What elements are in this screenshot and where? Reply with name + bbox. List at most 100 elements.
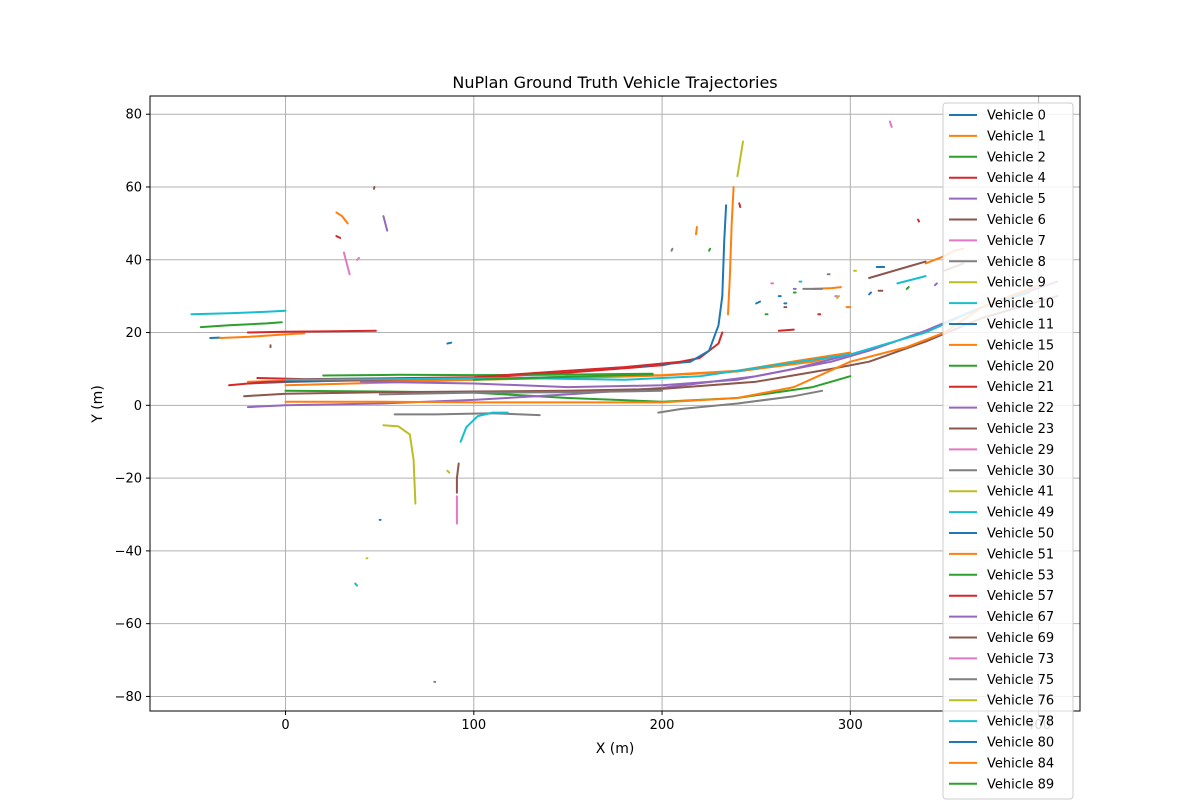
series-vehicle-24 xyxy=(359,353,852,389)
trajectory-line xyxy=(359,353,852,389)
legend-label: Vehicle 89 xyxy=(987,777,1054,792)
trajectory-segment xyxy=(736,140,744,178)
trajectory-segment xyxy=(446,469,451,474)
trajectory-segment xyxy=(777,328,795,332)
legend: Vehicle 0 Vehicle 1 Vehicle 2 Vehicle 4 Vehi… xyxy=(942,102,1074,800)
plot-frame xyxy=(149,95,1081,712)
series-vehicle-17 xyxy=(393,389,824,417)
y-tick-label: −40 xyxy=(115,544,142,559)
series-vehicle-13 xyxy=(228,331,724,387)
series-vehicle-2 xyxy=(199,247,910,329)
trajectory-line xyxy=(190,309,287,316)
y-tick-label: −60 xyxy=(115,617,142,632)
series-vehicle-15 xyxy=(243,295,1059,398)
grid-lines xyxy=(150,96,1080,711)
y-axis-label: Y (m) xyxy=(90,385,106,424)
legend-label: Vehicle 15 xyxy=(987,338,1054,353)
series-vehicle-8 xyxy=(365,269,857,560)
trajectory-line xyxy=(642,204,728,367)
trajectory-segment xyxy=(888,120,893,128)
trajectory-line xyxy=(246,329,377,334)
trajectory-line xyxy=(382,424,417,505)
trajectory-lines xyxy=(190,120,1059,683)
chart-title: NuPlan Ground Truth Vehicle Trajectories xyxy=(452,73,777,92)
trajectory-segment xyxy=(836,295,840,299)
trajectory-line xyxy=(378,389,664,396)
trajectory-line xyxy=(382,215,389,232)
trajectory-line xyxy=(342,251,351,276)
legend-label: Vehicle 29 xyxy=(987,443,1054,458)
trajectory-line xyxy=(459,411,509,443)
legend-box xyxy=(942,102,1074,800)
series-vehicle-1 xyxy=(218,186,965,339)
legend-label: Vehicle 1 xyxy=(987,129,1046,144)
trajectory-segment xyxy=(335,211,349,225)
legend-label: Vehicle 23 xyxy=(987,422,1054,437)
legend-label: Vehicle 50 xyxy=(987,527,1054,542)
series-vehicle-32 xyxy=(472,373,654,381)
legend-label: Vehicle 5 xyxy=(987,192,1046,207)
trajectory-line xyxy=(356,256,360,261)
legend-label: Vehicle 6 xyxy=(987,213,1046,228)
trajectory-line xyxy=(755,300,761,305)
legend-label: Vehicle 73 xyxy=(987,652,1054,667)
legend-label: Vehicle 80 xyxy=(987,736,1054,751)
legend-label: Vehicle 49 xyxy=(987,506,1054,521)
trajectory-line xyxy=(284,291,1031,381)
trajectory-segment xyxy=(335,235,342,239)
legend-label: Vehicle 76 xyxy=(987,694,1054,709)
legend-label: Vehicle 9 xyxy=(987,276,1046,291)
trajectory-segment xyxy=(868,260,927,279)
series-vehicle-9 xyxy=(190,275,927,587)
series-vehicle-7 xyxy=(433,247,831,683)
legend-label: Vehicle 21 xyxy=(987,380,1054,395)
x-tick-label: 200 xyxy=(650,718,675,733)
y-tick-label: 60 xyxy=(125,180,142,195)
legend-label: Vehicle 10 xyxy=(987,297,1054,312)
trajectory-segment xyxy=(917,218,920,223)
trajectory-segment xyxy=(868,291,872,296)
series-vehicle-20 xyxy=(642,204,728,367)
trajectory-segment xyxy=(934,282,938,287)
legend-label: Vehicle 84 xyxy=(987,756,1054,771)
trajectory-segment xyxy=(738,202,742,208)
legend-label: Vehicle 53 xyxy=(987,568,1054,583)
legend-label: Vehicle 4 xyxy=(987,171,1046,186)
y-tick-label: 0 xyxy=(134,399,142,414)
legend-label: Vehicle 51 xyxy=(987,547,1054,562)
trajectory-line xyxy=(218,332,306,339)
x-tick-label: 0 xyxy=(281,718,289,733)
trajectory-line xyxy=(199,321,283,329)
legend-label: Vehicle 2 xyxy=(987,150,1046,165)
trajectory-segment xyxy=(727,186,735,316)
trajectory-segment xyxy=(905,286,910,290)
legend-label: Vehicle 41 xyxy=(987,485,1054,500)
y-tick-label: 20 xyxy=(125,326,142,341)
series-vehicle-0 xyxy=(209,266,886,521)
legend-label: Vehicle 57 xyxy=(987,589,1054,604)
trajectory-segment xyxy=(446,341,453,345)
legend-label: Vehicle 8 xyxy=(987,255,1046,270)
trajectory-segment xyxy=(354,582,359,587)
series-vehicle-30 xyxy=(755,300,761,305)
y-tick-label: −20 xyxy=(115,472,142,487)
legend-label: Vehicle 69 xyxy=(987,631,1054,646)
y-tick-label: 80 xyxy=(125,108,142,123)
x-tick-label: 300 xyxy=(838,718,863,733)
series-vehicle-19 xyxy=(459,411,509,443)
x-tick-label: 100 xyxy=(461,718,486,733)
trajectory-line xyxy=(393,412,541,417)
legend-label: Vehicle 75 xyxy=(987,673,1054,688)
series-vehicle-27 xyxy=(378,389,664,396)
series-vehicle-29 xyxy=(284,291,1031,381)
legend-label: Vehicle 67 xyxy=(987,610,1054,625)
legend-label: Vehicle 20 xyxy=(987,359,1054,374)
trajectory-segment xyxy=(657,389,824,414)
y-tick-label: 40 xyxy=(125,253,142,268)
x-axis-label: X (m) xyxy=(596,741,635,757)
y-tick-label: −80 xyxy=(115,690,142,705)
legend-label: Vehicle 22 xyxy=(987,401,1054,416)
trajectory-segment xyxy=(896,275,927,285)
